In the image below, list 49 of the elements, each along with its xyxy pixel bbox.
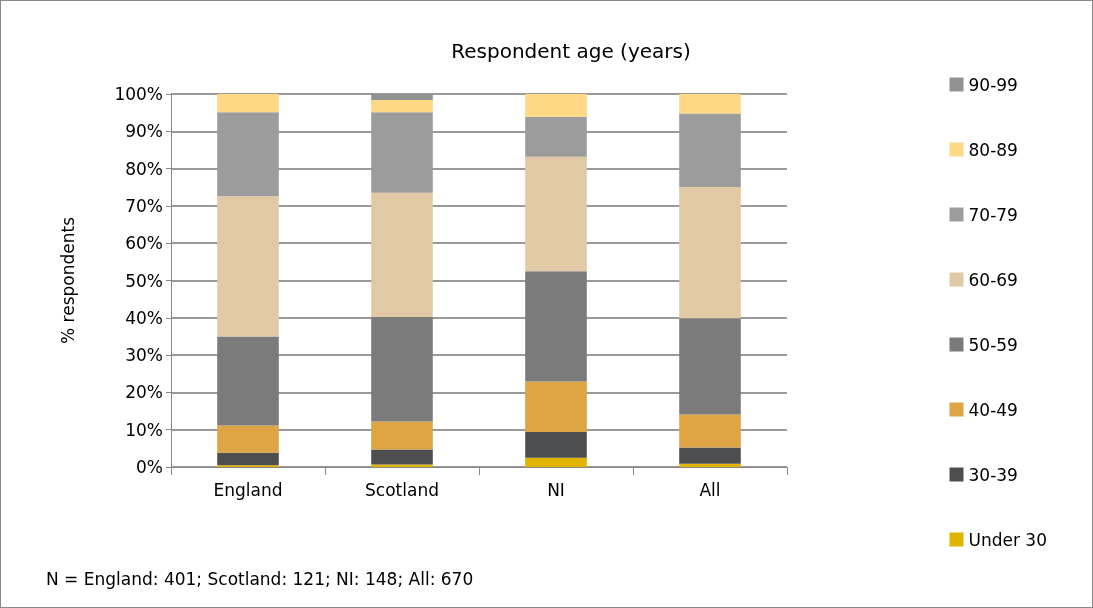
bar (525, 431, 587, 458)
x-tick-label: Scotland (365, 479, 439, 500)
legend-label: 30-39 (968, 464, 1018, 485)
y-tick-label: 80% (125, 158, 163, 179)
y-tick-label: 50% (125, 270, 163, 291)
x-tick-label: England (213, 479, 283, 500)
x-tick-label: NI (547, 479, 565, 500)
y-tick-label: 70% (125, 195, 163, 216)
bar (679, 94, 741, 114)
y-tick-label: 60% (125, 233, 163, 254)
bar (525, 381, 587, 432)
bar (525, 94, 587, 117)
chart-title: Respondent age (years) (451, 39, 691, 63)
legend-label: 80-89 (968, 139, 1018, 160)
legend-label: 90-99 (968, 74, 1018, 95)
bar (217, 425, 279, 453)
legend-label: 40-49 (968, 399, 1018, 420)
bar (217, 94, 279, 113)
bar (371, 449, 433, 465)
legend-label: 50-59 (968, 334, 1018, 355)
legend-label: 70-79 (968, 204, 1018, 225)
y-axis-title: % respondents (57, 216, 78, 345)
bar (371, 464, 433, 467)
y-tick-label: 100% (114, 84, 163, 104)
bar (525, 271, 587, 382)
bar (371, 421, 433, 450)
y-tick-label: 30% (125, 345, 163, 366)
x-tick-label: All (699, 479, 721, 500)
y-tick-label: 90% (125, 121, 163, 142)
y-tick-label: 0% (136, 457, 163, 477)
bar (217, 336, 279, 426)
bar (679, 463, 741, 467)
text: N = England: 401; Scotland: 121; NI: 148; All: 670 (46, 568, 474, 589)
bar (371, 317, 433, 422)
legend-label: 60-69 (968, 269, 1018, 290)
bar (679, 447, 741, 464)
bar (679, 318, 741, 415)
bar (525, 156, 587, 272)
bar (371, 99, 433, 113)
legend-label: Under 30 (968, 529, 1048, 550)
bar (679, 414, 741, 448)
y-tick-label: 20% (125, 382, 163, 403)
bar (679, 186, 741, 319)
y-tick-label: 40% (125, 307, 163, 328)
bar (525, 457, 587, 467)
bar (371, 192, 433, 318)
bar (217, 196, 279, 337)
bar (217, 452, 279, 466)
y-tick-label: 10% (125, 419, 163, 440)
